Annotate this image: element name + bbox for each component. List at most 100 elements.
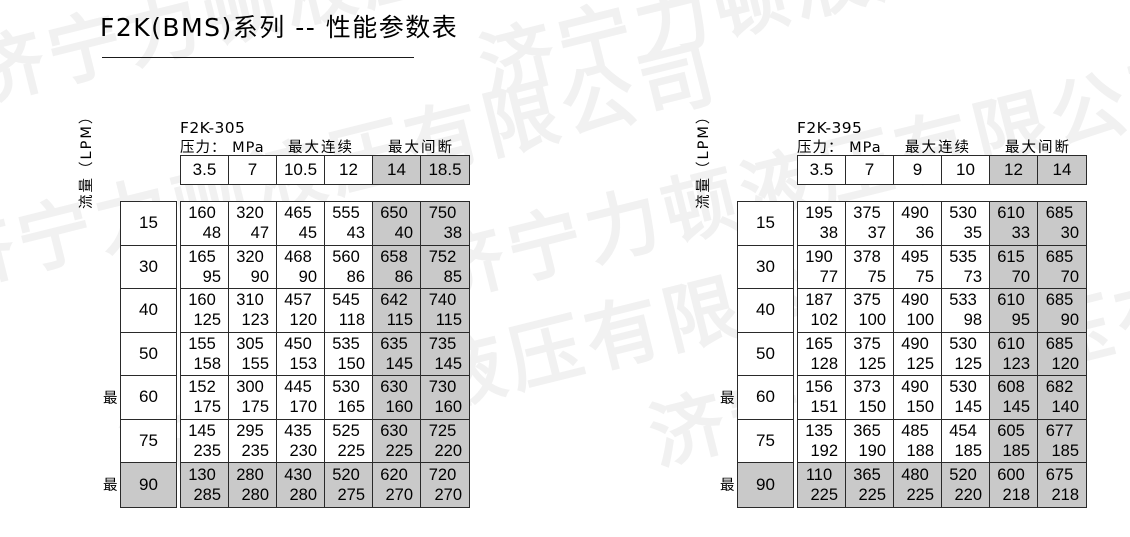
speed-value: 75	[915, 267, 934, 286]
torque-value: 310	[236, 291, 264, 310]
data-cell: 310 123	[229, 289, 277, 333]
torque-value: 530	[949, 378, 977, 397]
data-cell: 375 100	[846, 289, 894, 333]
speed-value: 128	[810, 354, 838, 373]
data-cell: 620 270	[373, 463, 421, 507]
max-continuous-header-label: 最大连续	[905, 140, 971, 156]
speed-value: 225	[906, 485, 934, 504]
torque-value: 725	[428, 421, 457, 440]
torque-value: 187	[805, 291, 833, 310]
data-cell: 750 38	[421, 202, 469, 246]
data-cell: 450 153	[277, 332, 325, 376]
torque-value: 533	[949, 291, 977, 310]
torque-value: 630	[380, 421, 408, 440]
torque-value: 457	[284, 291, 312, 310]
data-cell: 658 86	[373, 245, 421, 289]
flow-label-cell: 40	[121, 289, 176, 333]
title-block: F2K(BMS)系列 -- 性能参数表	[100, 8, 458, 58]
data-cell: 752 85	[421, 245, 469, 289]
torque-value: 750	[428, 204, 457, 223]
data-cell: 320 90	[229, 245, 277, 289]
pressure-caption-row: 压力： MPa 最大连续 最大间断	[797, 136, 1085, 156]
data-cell: 685 30	[1038, 202, 1086, 246]
speed-value: 125	[954, 354, 982, 373]
data-cell: 485 188	[894, 419, 942, 463]
data-cell: 454 185	[942, 419, 990, 463]
pressure-caption-row: 压力： MPa 最大连续 最大间断	[180, 136, 468, 156]
max-intermittent-header-label: 最大间断	[388, 140, 454, 156]
torque-value: 468	[284, 247, 312, 266]
torque-value: 485	[901, 421, 929, 440]
spec-table-f2k-305: F2K-305 压力： MPa 最大连续 最大间断 3.5 7 10.5 12 14 18.5 流量…	[79, 108, 470, 508]
data-cell: 445 170	[277, 376, 325, 420]
data-cell: 535 150	[325, 332, 373, 376]
torque-value: 450	[284, 334, 312, 353]
data-cell: 156 151	[798, 376, 846, 420]
speed-value: 125	[193, 311, 221, 330]
torque-value: 555	[332, 204, 360, 223]
data-cell: 457 120	[277, 289, 325, 333]
speed-value: 225	[337, 441, 365, 460]
data-cell: 468 90	[277, 245, 325, 289]
torque-value: 735	[428, 334, 457, 353]
data-cell: 490 150	[894, 376, 942, 420]
data-cell: 533 98	[942, 289, 990, 333]
torque-value: 545	[332, 291, 360, 310]
torque-value: 630	[380, 378, 408, 397]
data-cell: 195 38	[798, 202, 846, 246]
data-cell: 375 37	[846, 202, 894, 246]
pressure-header-row: 3.5 7 9 10 12 14	[797, 155, 1087, 185]
torque-value: 378	[853, 247, 881, 266]
pressure-header-cell: 3.5	[181, 156, 229, 184]
data-cell: 630 225	[373, 419, 421, 463]
speed-value: 225	[858, 485, 886, 504]
data-cell: 130 285	[181, 463, 229, 507]
flow-label-column: 15 30 40 50 60 75 90	[737, 201, 794, 508]
data-cell: 605 185	[990, 419, 1038, 463]
data-grid: 160 48 320 47 465 45 555 43 650 40 750 38 165 95 320 90…	[180, 201, 470, 508]
torque-value: 280	[236, 465, 264, 484]
speed-value: 145	[954, 398, 982, 417]
flow-label-cell: 40	[738, 289, 793, 333]
pressure-header-cell: 14	[373, 156, 421, 184]
data-cell: 610 33	[990, 202, 1038, 246]
speed-value: 43	[346, 224, 365, 243]
flow-label-cell: 60	[738, 376, 793, 420]
data-cell: 650 40	[373, 202, 421, 246]
speed-value: 160	[434, 398, 462, 417]
data-cell: 685 70	[1038, 245, 1086, 289]
torque-value: 490	[901, 378, 929, 397]
data-cell: 530 125	[942, 332, 990, 376]
data-cell: 555 43	[325, 202, 373, 246]
speed-value: 155	[241, 354, 269, 373]
torque-value: 610	[997, 204, 1025, 223]
torque-value: 615	[997, 247, 1025, 266]
data-cell: 365 190	[846, 419, 894, 463]
speed-value: 45	[298, 224, 317, 243]
torque-value: 375	[853, 334, 881, 353]
speed-value: 30	[1060, 224, 1079, 243]
torque-value: 110	[805, 465, 833, 484]
speed-value: 270	[434, 485, 462, 504]
torque-value: 145	[188, 421, 216, 440]
speed-value: 100	[906, 311, 934, 330]
speed-value: 123	[1002, 354, 1030, 373]
data-cell: 135 192	[798, 419, 846, 463]
speed-value: 38	[819, 224, 838, 243]
torque-value: 165	[188, 247, 216, 266]
speed-value: 218	[1002, 485, 1030, 504]
data-cell: 560 86	[325, 245, 373, 289]
data-cell: 735 145	[421, 332, 469, 376]
speed-value: 100	[858, 311, 886, 330]
data-cell: 165 128	[798, 332, 846, 376]
speed-value: 85	[443, 267, 462, 286]
speed-value: 188	[906, 441, 934, 460]
torque-value: 525	[332, 421, 360, 440]
model-name: F2K-305	[180, 119, 246, 137]
torque-value: 520	[332, 465, 360, 484]
speed-value: 86	[346, 267, 365, 286]
torque-value: 295	[236, 421, 264, 440]
speed-value: 280	[289, 485, 317, 504]
speed-value: 118	[338, 311, 365, 330]
torque-value: 535	[949, 247, 977, 266]
